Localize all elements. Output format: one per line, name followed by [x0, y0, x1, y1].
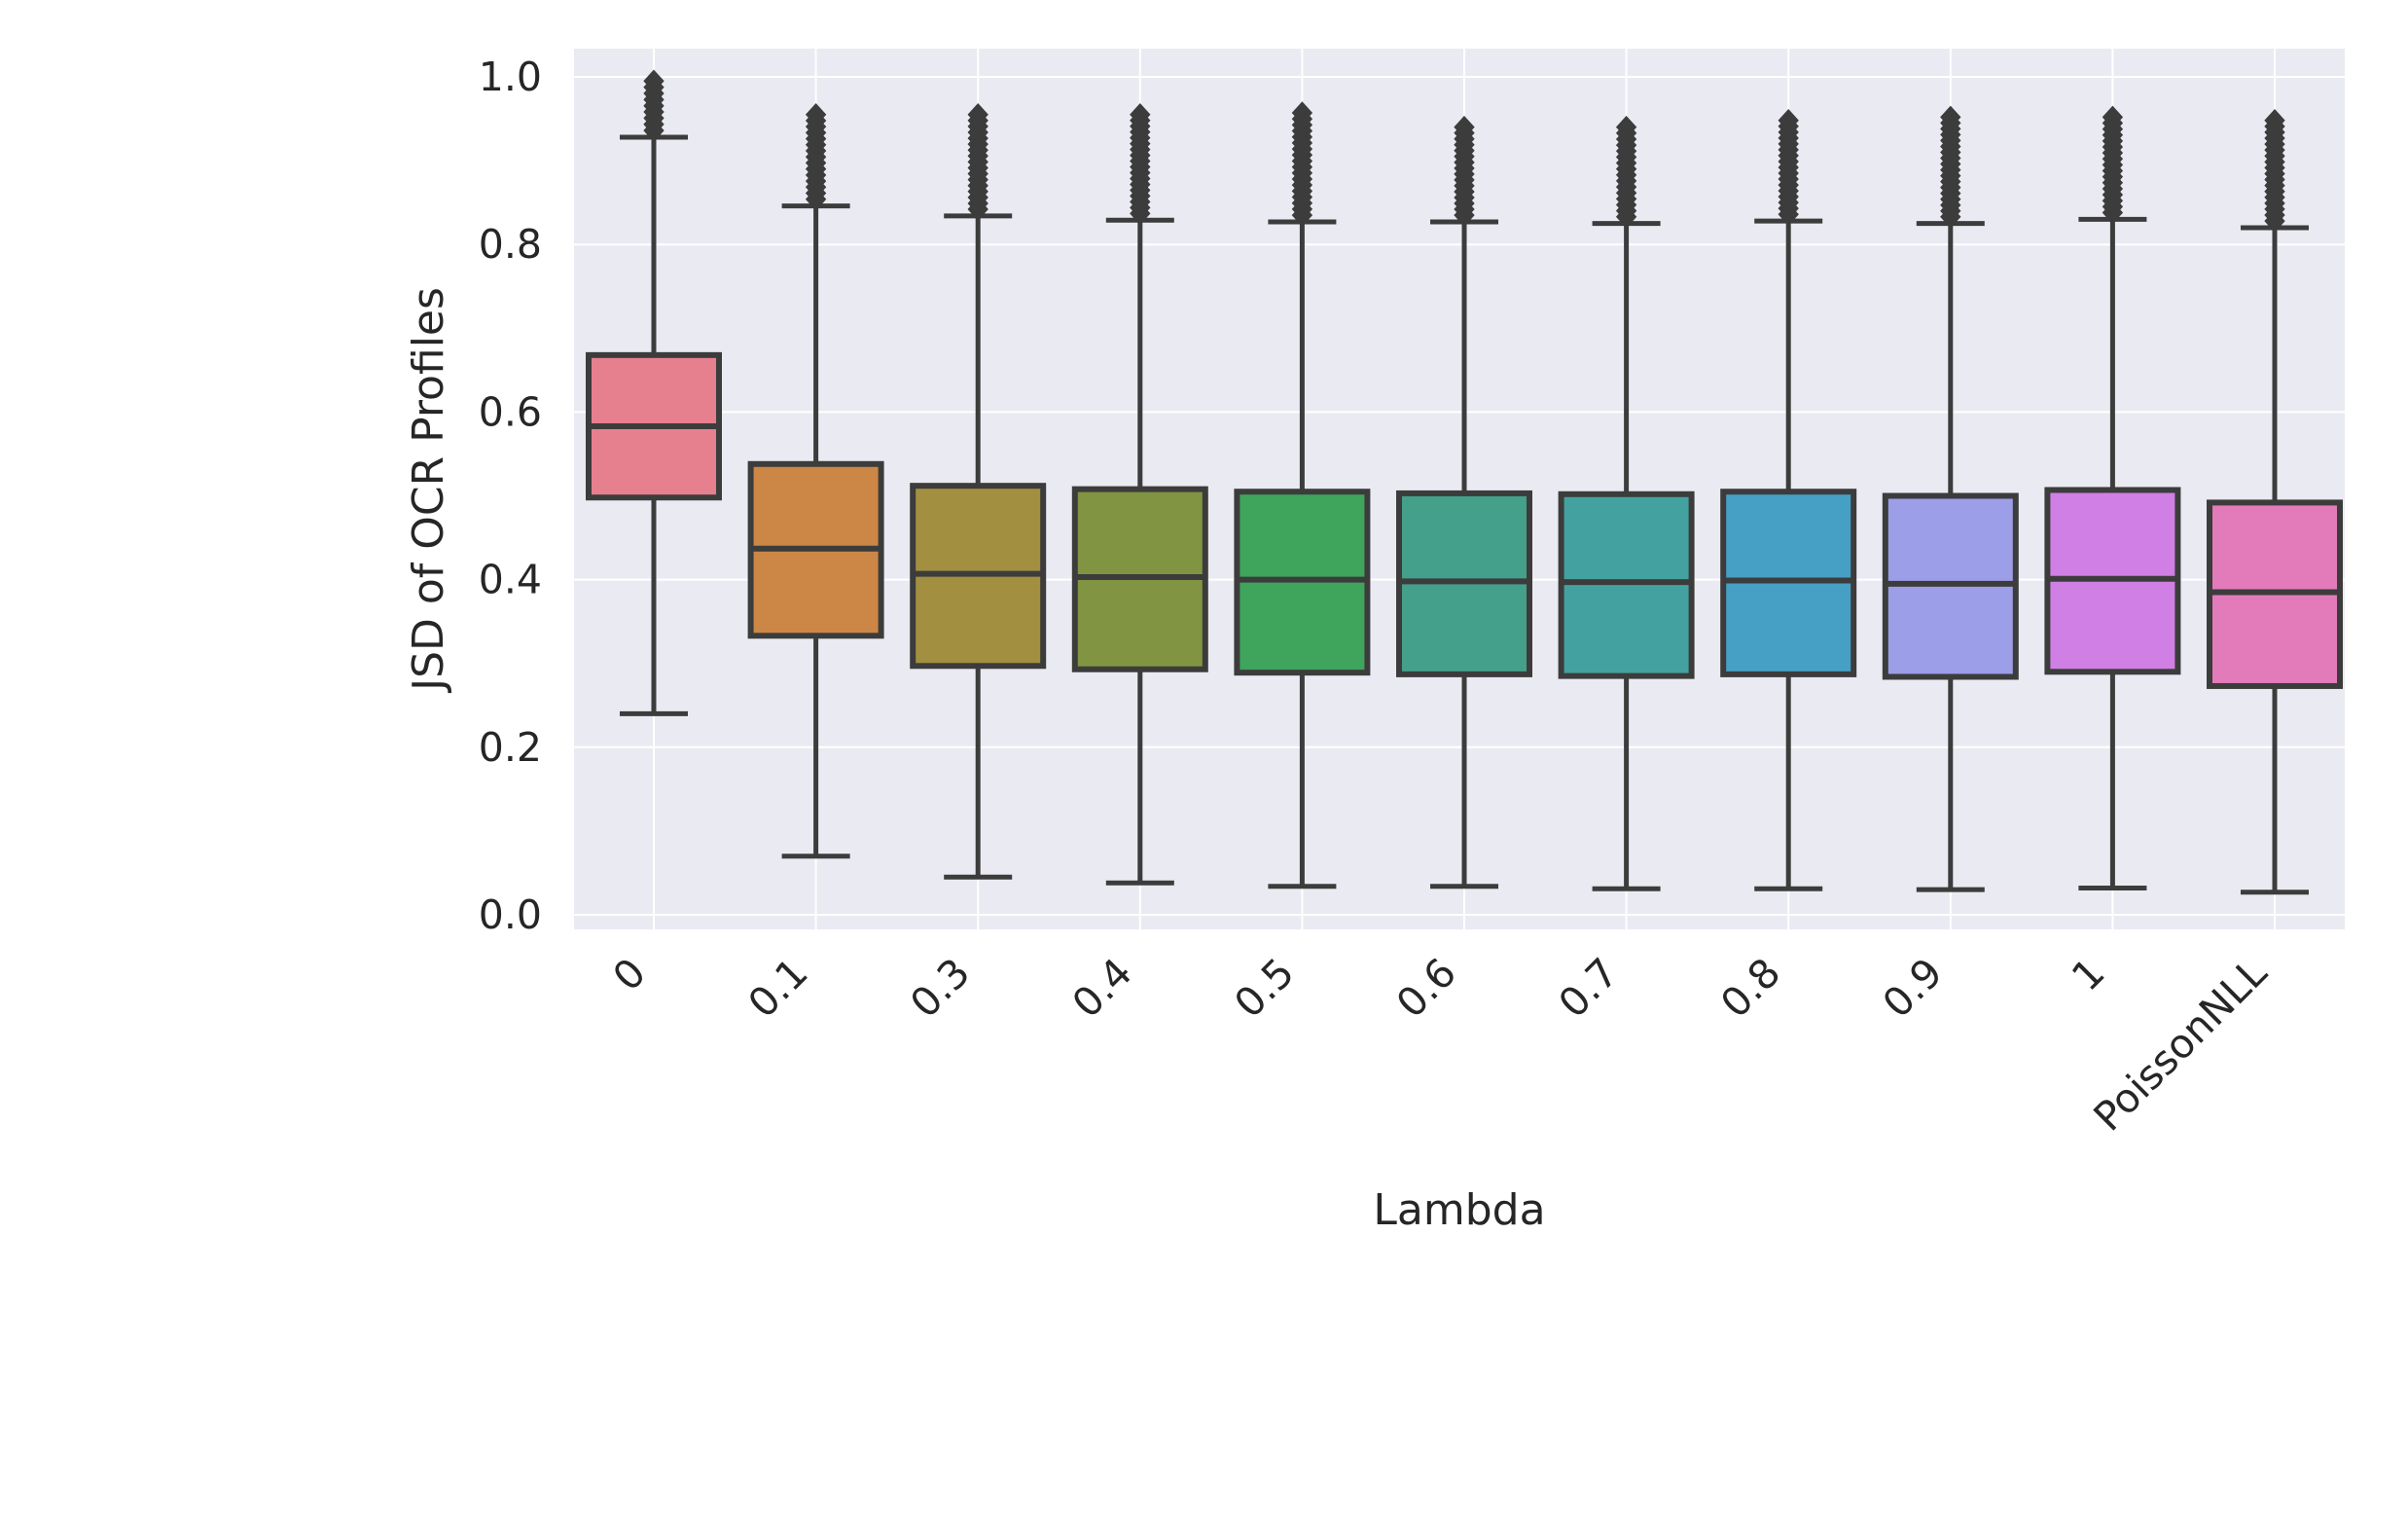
outlier-point — [643, 69, 665, 93]
y-tick-label: 0.0 — [479, 891, 542, 938]
y-tick-label: 0.6 — [479, 388, 542, 435]
outlier-point — [1130, 103, 1151, 127]
x-tick-label: 0.7 — [1550, 949, 1628, 1027]
x-tick-label: 1 — [2063, 949, 2113, 999]
outlier-point — [1778, 109, 1799, 132]
x-tick-label: 0.8 — [1711, 949, 1789, 1027]
box-group — [1720, 109, 1857, 891]
outlier-point — [805, 103, 827, 127]
outlier-point — [1615, 115, 1637, 139]
outlier-point — [1291, 101, 1313, 125]
box-group — [1558, 115, 1695, 891]
y-axis-label: JSD of OCR Profiles — [404, 287, 453, 694]
x-tick-label: 0.6 — [1387, 949, 1465, 1027]
x-tick-label: 0.5 — [1225, 949, 1303, 1027]
box-group — [1396, 115, 1532, 890]
box-group — [2207, 109, 2343, 895]
box-group — [2044, 105, 2181, 890]
outlier-point — [2264, 109, 2285, 132]
y-tick-labels: 0.0 0.2 0.4 0.6 0.8 1.0 — [479, 54, 542, 938]
x-tick-label: 0.3 — [901, 949, 979, 1027]
x-tick-label: 0.9 — [1874, 949, 1952, 1027]
outlier-point — [1454, 115, 1475, 139]
outlier-point — [967, 103, 988, 127]
box-group — [1071, 103, 1208, 886]
box-group — [910, 103, 1047, 880]
y-tick-label: 0.2 — [479, 724, 542, 771]
outlier-point — [2102, 105, 2124, 129]
y-tick-label: 0.4 — [479, 557, 542, 603]
box-group — [586, 69, 722, 716]
y-tick-label: 1.0 — [479, 54, 542, 100]
box — [1558, 490, 1695, 679]
y-tick-label: 0.8 — [479, 221, 542, 268]
box-group — [1234, 101, 1371, 890]
x-tick-label: 0.1 — [739, 949, 817, 1027]
box-group — [1882, 105, 2019, 892]
x-tick-label: 0 — [604, 949, 655, 999]
box-group — [747, 103, 884, 859]
x-tick-label: 0.4 — [1063, 949, 1141, 1027]
box-layer — [586, 69, 2343, 895]
x-tick-label: PoissonNLL — [2085, 949, 2277, 1141]
x-axis-label: Lambda — [1373, 1185, 1545, 1235]
outlier-point — [1940, 105, 1961, 129]
